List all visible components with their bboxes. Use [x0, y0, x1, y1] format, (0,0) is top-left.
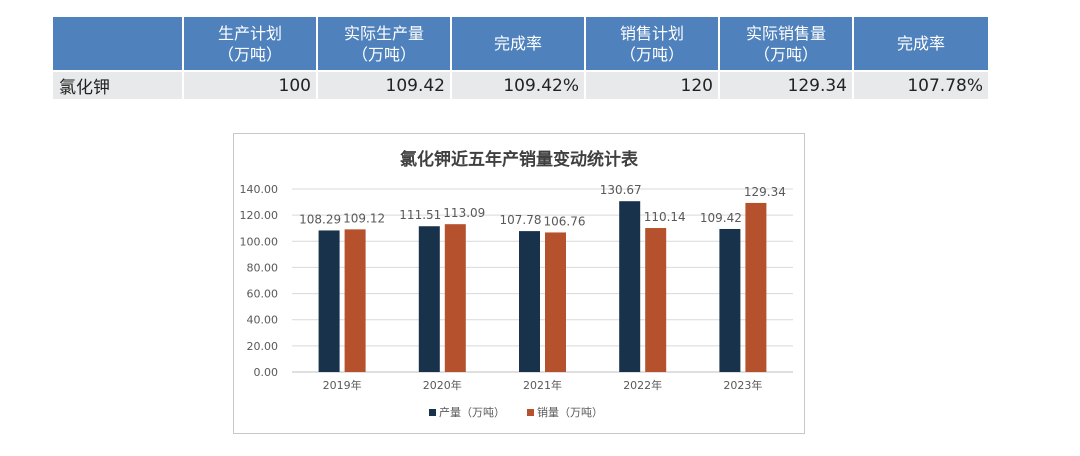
header-line: 生产计划	[217, 23, 282, 43]
header-unit: （万吨）	[351, 44, 416, 64]
data-label: 113.09	[443, 206, 485, 220]
bar-production	[519, 231, 540, 372]
cell-actual-production: 109.42	[318, 70, 452, 99]
header-actual-production: 实际生产量 （万吨）	[318, 17, 452, 70]
header-unit: （万吨）	[619, 44, 684, 64]
header-unit: （万吨）	[753, 44, 818, 64]
data-label: 110.14	[644, 210, 686, 224]
header-line: 完成率	[493, 34, 542, 53]
cell-sales-plan: 120	[586, 70, 720, 99]
x-tick-label: 2021年	[523, 378, 562, 392]
header-cell-blank	[53, 17, 184, 70]
x-tick-label: 2020年	[423, 378, 462, 392]
bars	[318, 201, 767, 372]
data-label: 108.29	[299, 212, 341, 226]
data-label: 109.42	[700, 211, 742, 225]
gridlines	[292, 188, 793, 373]
bar-sales	[344, 229, 366, 372]
legend-swatch	[429, 409, 436, 416]
header-unit: （万吨）	[217, 44, 282, 64]
production-sales-table: 生产计划 （万吨） 实际生产量 （万吨） 完成率 销售计划 （万吨） 实际销售量…	[53, 17, 988, 99]
row-product-name: 氯化钾	[53, 70, 184, 99]
bar-chart: 氯化钾近五年产销量变动统计表 0.00 20.00 40.00 60.00 80.00 1…	[240, 149, 793, 419]
header-actual-sales: 实际销售量 （万吨）	[720, 17, 854, 70]
y-tick-label: 40.00	[247, 314, 279, 327]
y-tick-label: 20.00	[247, 340, 279, 353]
cell-production-completion: 109.42%	[452, 70, 586, 99]
bar-production	[619, 201, 641, 372]
data-labels: 108.29 109.12 111.51 113.09 107.78 106.76 130.…	[299, 183, 786, 228]
legend-label: 产量（万吨）	[439, 405, 505, 419]
table-row: 氯化钾 100 109.42 109.42% 120 129.34 107.78…	[53, 70, 988, 99]
bar-sales	[545, 232, 566, 372]
x-tick-label: 2019年	[323, 378, 362, 392]
header-line: 实际销售量	[745, 23, 826, 43]
data-label: 109.12	[343, 211, 385, 225]
legend-label: 销量（万吨）	[537, 405, 603, 419]
header-production-plan: 生产计划 （万吨）	[184, 17, 318, 70]
data-label: 107.78	[500, 213, 542, 227]
y-tick-label: 60.00	[247, 288, 279, 301]
header-sales-completion: 完成率	[854, 17, 988, 70]
header-production-completion: 完成率	[452, 17, 586, 70]
chart-title: 氯化钾近五年产销量变动统计表	[400, 149, 639, 170]
table-header-row: 生产计划 （万吨） 实际生产量 （万吨） 完成率 销售计划 （万吨） 实际销售量…	[53, 17, 988, 70]
y-tick-label: 80.00	[247, 261, 279, 274]
data-label: 106.76	[544, 214, 586, 228]
cell-production-plan: 100	[184, 70, 318, 99]
x-tick-label: 2022年	[623, 378, 662, 392]
bar-production	[418, 226, 440, 372]
y-tick-label: 120.00	[240, 209, 279, 222]
legend: 产量（万吨） 销量（万吨）	[429, 405, 603, 419]
bar-sales	[444, 224, 466, 372]
header-line: 实际生产量	[343, 23, 424, 43]
data-label: 111.51	[399, 208, 441, 222]
header-line: 销售计划	[619, 23, 684, 43]
header-line: 完成率	[896, 34, 945, 53]
bar-production	[318, 230, 340, 372]
data-label: 130.67	[600, 183, 642, 197]
y-axis-ticks: 0.00 20.00 40.00 60.00 80.00 100.00 120.00 140.…	[240, 183, 279, 379]
x-tick-label: 2023年	[723, 378, 762, 392]
data-label: 129.34	[744, 185, 786, 199]
chart-panel: 氯化钾近五年产销量变动统计表 0.00 20.00 40.00 60.00 80.00 1…	[233, 133, 805, 434]
header-sales-plan: 销售计划 （万吨）	[586, 17, 720, 70]
legend-swatch	[527, 409, 534, 416]
y-tick-label: 140.00	[240, 183, 279, 196]
bar-sales	[745, 202, 767, 372]
x-axis-ticks: 2019年 2020年 2021年 2022年 2023年	[323, 378, 763, 392]
y-tick-label: 100.00	[240, 235, 279, 248]
y-tick-label: 0.00	[254, 366, 279, 379]
bar-production	[719, 228, 741, 372]
bar-sales	[645, 228, 667, 372]
cell-actual-sales: 129.34	[720, 70, 854, 99]
cell-sales-completion: 107.78%	[854, 70, 988, 99]
